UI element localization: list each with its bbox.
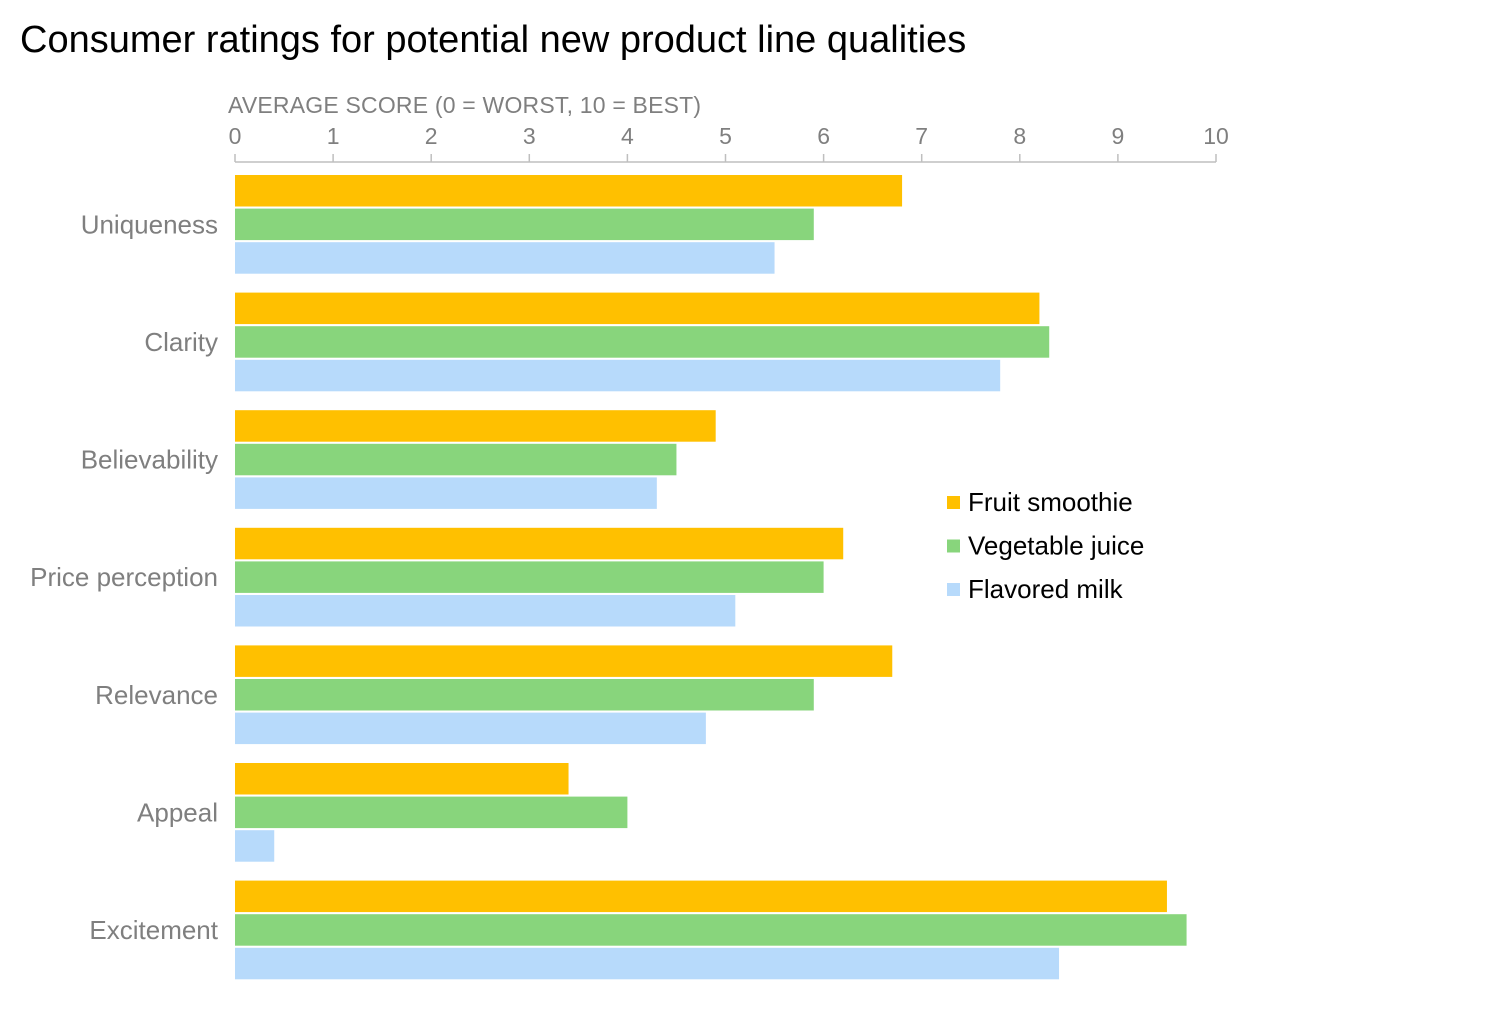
legend-swatch-vegetable-juice xyxy=(947,539,960,553)
legend: Fruit smoothie Vegetable juice Flavored mi… xyxy=(947,487,1144,604)
bar-appeal-flavored-milk xyxy=(235,830,275,862)
category-label-appeal: Appeal xyxy=(137,797,218,827)
bar-uniqueness-flavored-milk xyxy=(235,242,775,274)
bar-believability-vegetable-juice xyxy=(235,443,677,476)
legend-swatch-flavored-milk xyxy=(947,583,960,596)
x-tick-label: 5 xyxy=(719,123,732,149)
bar-relevance-vegetable-juice xyxy=(235,679,814,711)
category-label-uniqueness: Uniqueness xyxy=(81,209,218,239)
category-label-relevance: Relevance xyxy=(95,680,218,710)
bar-relevance-fruit-smoothie xyxy=(235,645,893,677)
category-labels: Uniqueness Clarity Believability Price perc… xyxy=(30,209,219,945)
x-tick-label: 10 xyxy=(1203,123,1229,149)
bar-uniqueness-fruit-smoothie xyxy=(235,175,903,207)
x-tick-label: 2 xyxy=(425,123,438,149)
legend-label-fruit-smoothie: Fruit smoothie xyxy=(968,487,1133,517)
x-tick-label: 3 xyxy=(523,123,536,149)
bar-appeal-fruit-smoothie xyxy=(235,763,569,795)
x-tick-label: 8 xyxy=(1013,123,1026,149)
category-label-clarity: Clarity xyxy=(144,327,218,357)
legend-label-flavored-milk: Flavored milk xyxy=(968,574,1124,604)
bar-price-perception-flavored-milk xyxy=(235,595,736,627)
bar-clarity-flavored-milk xyxy=(235,359,1001,392)
bar-believability-flavored-milk xyxy=(235,477,657,509)
bar-excitement-flavored-milk xyxy=(235,947,1060,980)
x-tick-label: 9 xyxy=(1112,123,1125,149)
chart-title: Consumer ratings for potential new produ… xyxy=(20,19,966,61)
bar-price-perception-fruit-smoothie xyxy=(235,527,844,560)
bar-clarity-fruit-smoothie xyxy=(235,292,1040,325)
x-tick-label: 4 xyxy=(621,123,634,149)
category-label-believability: Believability xyxy=(81,445,218,475)
x-tick-label: 7 xyxy=(915,123,928,149)
category-label-price-perception: Price perception xyxy=(30,562,218,592)
legend-label-vegetable-juice: Vegetable juice xyxy=(968,531,1144,561)
bar-excitement-vegetable-juice xyxy=(235,914,1187,946)
x-tick-label: 6 xyxy=(817,123,830,149)
bar-excitement-fruit-smoothie xyxy=(235,880,1167,913)
x-axis-title: AVERAGE SCORE (0 = WORST, 10 = BEST) xyxy=(228,92,701,118)
category-label-excitement: Excitement xyxy=(89,915,218,945)
legend-swatch-fruit-smoothie xyxy=(947,496,960,509)
x-axis: 0 1 2 3 4 5 6 7 8 9 10 xyxy=(229,123,1229,163)
x-tick-label: 1 xyxy=(327,123,340,149)
bar-appeal-vegetable-juice xyxy=(235,796,628,829)
bar-uniqueness-vegetable-juice xyxy=(235,208,814,241)
bar-relevance-flavored-milk xyxy=(235,712,706,745)
bar-clarity-vegetable-juice xyxy=(235,326,1050,358)
bars xyxy=(235,175,1187,980)
x-tick-label: 0 xyxy=(229,123,242,149)
bar-believability-fruit-smoothie xyxy=(235,410,716,442)
bar-price-perception-vegetable-juice xyxy=(235,561,824,593)
